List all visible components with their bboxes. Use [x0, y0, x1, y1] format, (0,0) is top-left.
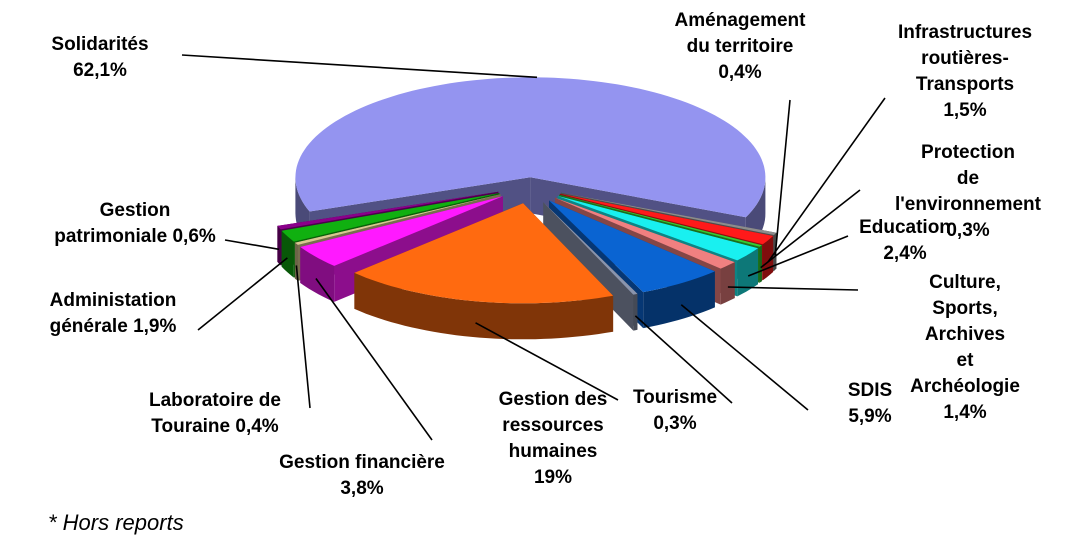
slice-label: Education 2,4% [859, 215, 951, 267]
category-label: Laboratoire de Touraine [149, 390, 281, 437]
slice-side [633, 293, 638, 331]
slice-side [277, 225, 281, 266]
slice-label: Gestion financière 3,8% [279, 450, 445, 502]
leader-line [634, 315, 733, 404]
slice [560, 193, 774, 245]
slice-label: Laboratoire de Touraine 0,4% [149, 388, 281, 440]
leader-line [760, 189, 861, 269]
value-label: 1,9% [133, 316, 177, 337]
leader-line [181, 54, 538, 79]
value-label: 0,4% [718, 62, 762, 83]
slice [300, 196, 503, 266]
slice [559, 194, 762, 247]
slice [549, 200, 715, 293]
category-label: Solidarités [51, 34, 149, 55]
slice [561, 192, 777, 235]
slice [281, 193, 500, 242]
value-label: 1,5% [943, 100, 987, 121]
slice-side [643, 271, 715, 329]
slice-side [737, 248, 758, 297]
value-label: 0,3% [653, 413, 697, 434]
slice-side [354, 272, 614, 340]
slice-side [759, 245, 762, 283]
category-label: Culture, Sports, Archives et Archéologie [910, 272, 1020, 397]
leader-line [295, 265, 311, 409]
value-label: 0,6% [172, 226, 216, 247]
category-label: Gestion patrimoniale [54, 200, 171, 247]
value-label: 2,4% [883, 243, 927, 264]
value-label: 0,3% [946, 220, 990, 241]
slice-side [300, 247, 335, 302]
slice [295, 77, 766, 218]
leader-line [197, 257, 288, 331]
slice-label: Culture, Sports, Archives et Archéologie… [906, 270, 1025, 426]
value-label: 5,9% [848, 406, 892, 427]
slice-label: Infrastructures routières- Transports 1,5… [898, 20, 1032, 124]
category-label: Gestion des ressources humaines [498, 389, 608, 462]
slice [557, 195, 758, 261]
slice-wall [300, 196, 503, 283]
category-label: SDIS [847, 380, 893, 401]
slice [294, 194, 501, 245]
slice-label: Gestion des ressources humaines 19% [499, 387, 608, 491]
leader-line [680, 304, 809, 411]
leader-line [475, 322, 619, 401]
value-label: 19% [533, 467, 573, 488]
leader-line [315, 278, 433, 441]
slice-label: Solidarités 62,1% [51, 32, 148, 84]
slice-label: SDIS 5,9% [848, 378, 892, 430]
category-label: Education [859, 217, 951, 238]
value-label: 0,4% [235, 416, 279, 437]
category-label: Gestion financière [279, 452, 445, 473]
leader-line [767, 97, 886, 263]
slice-label: Tourisme 0,3% [633, 385, 717, 437]
category-label: Infrastructures routières- Transports [897, 22, 1033, 95]
slice-side [281, 230, 294, 278]
value-label: 62,1% [73, 60, 127, 81]
value-label: 3,8% [340, 478, 384, 499]
category-label: Protection de l'environnement [895, 142, 1041, 215]
slice-label: Gestion patrimoniale 0,6% [54, 198, 216, 250]
category-label: Tourisme [632, 387, 718, 408]
leader-line [224, 239, 280, 251]
footnote: * Hors reports [48, 510, 184, 535]
slice [277, 191, 499, 230]
leader-line [774, 99, 791, 256]
slice-label: Aménagement du territoire 0,4% [675, 8, 806, 86]
slice-label: Administation générale 1,9% [50, 288, 177, 340]
leader-line [747, 235, 849, 277]
value-label: 1,4% [943, 402, 987, 423]
slice [354, 203, 614, 304]
slice-label: Protection de l'environnement 0,3% [895, 140, 1041, 244]
leader-line [727, 286, 859, 291]
category-label: Administation générale [49, 290, 177, 337]
slice [543, 202, 638, 295]
slice [555, 197, 735, 269]
slice-side [720, 262, 735, 305]
category-label: Aménagement du territoire [674, 10, 806, 57]
